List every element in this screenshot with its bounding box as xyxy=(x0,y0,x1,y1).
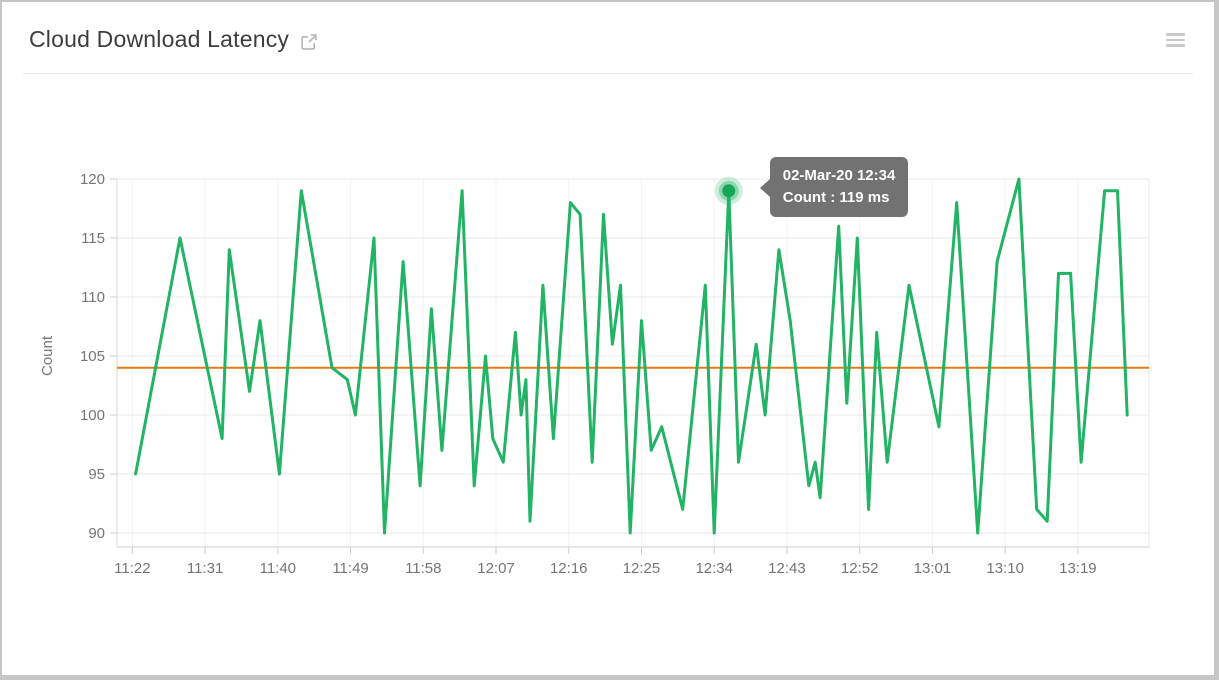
tooltip-timestamp: 02-Mar-20 12:34 xyxy=(782,166,896,184)
x-axis-tick-label: 11:58 xyxy=(405,560,441,577)
highlighted-data-point[interactable] xyxy=(714,176,743,205)
x-axis-tick-label: 11:49 xyxy=(332,560,368,577)
hamburger-icon xyxy=(1166,38,1185,42)
y-axis-tick-label: 115 xyxy=(81,230,105,247)
x-axis-tick-label: 12:16 xyxy=(550,560,588,577)
x-axis: 11:22 11:31 11:40 11:49 11:58 12:07 12:16 12:25… xyxy=(114,547,1097,577)
x-axis-tick-label: 13:19 xyxy=(1059,560,1097,577)
x-axis-tick-label: 11:22 xyxy=(114,560,150,577)
x-axis-tick-label: 13:01 xyxy=(914,560,952,577)
chart-tooltip: 02-Mar-20 12:34 Count : 119 ms xyxy=(759,156,909,218)
y-axis-tick-label: 120 xyxy=(80,171,105,188)
tooltip-value: Count : 119 ms xyxy=(782,188,890,206)
y-axis-tick-label: 90 xyxy=(88,525,105,542)
x-axis-tick-label: 12:25 xyxy=(623,560,661,577)
horizontal-gridlines: 90 95 100 105 110 115 120 xyxy=(80,171,1149,542)
open-in-new-icon[interactable] xyxy=(300,33,318,51)
y-axis-tick-label: 110 xyxy=(81,289,105,306)
y-axis-tick-label: 95 xyxy=(88,466,105,483)
hamburger-icon xyxy=(1166,44,1185,47)
y-axis-tick-label: 105 xyxy=(80,348,105,365)
chart-header: Cloud Download Latency xyxy=(2,2,1214,73)
y-axis-tick-label: 100 xyxy=(80,407,105,424)
x-axis-tick-label: 12:07 xyxy=(477,560,515,577)
hamburger-icon xyxy=(1166,33,1185,36)
x-axis-tick-label: 12:52 xyxy=(841,560,879,577)
x-axis-tick-label: 11:40 xyxy=(260,560,296,577)
axis-frame xyxy=(116,179,1150,548)
tooltip-arrow xyxy=(759,178,770,197)
y-axis-title: Count xyxy=(39,335,56,376)
x-axis-tick-label: 12:34 xyxy=(695,560,733,577)
latency-series-line xyxy=(134,177,1129,535)
header-divider xyxy=(23,73,1193,74)
page-title: Cloud Download Latency xyxy=(29,26,290,52)
chart-context-menu-button[interactable] xyxy=(1166,33,1186,48)
x-axis-tick-label: 13:10 xyxy=(986,560,1024,577)
x-axis-tick-label: 11:31 xyxy=(187,560,223,577)
x-axis-tick-label: 12:43 xyxy=(768,560,806,577)
